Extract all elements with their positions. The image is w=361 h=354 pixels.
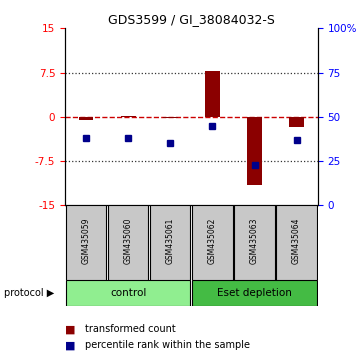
Text: GSM435060: GSM435060 xyxy=(124,218,132,264)
Text: GSM435062: GSM435062 xyxy=(208,218,217,264)
Bar xyxy=(150,205,191,280)
Bar xyxy=(192,280,317,306)
Bar xyxy=(79,117,93,120)
Bar xyxy=(66,205,106,280)
Text: protocol ▶: protocol ▶ xyxy=(4,288,54,298)
Text: percentile rank within the sample: percentile rank within the sample xyxy=(85,340,250,350)
Text: GSM435064: GSM435064 xyxy=(292,218,301,264)
Bar xyxy=(289,117,304,127)
Bar xyxy=(192,205,232,280)
Text: ■: ■ xyxy=(65,340,75,350)
Text: GSM435061: GSM435061 xyxy=(166,218,175,264)
Text: transformed count: transformed count xyxy=(85,324,175,334)
Text: GSM435059: GSM435059 xyxy=(82,218,91,264)
Text: control: control xyxy=(110,288,146,298)
Bar xyxy=(234,205,275,280)
Bar xyxy=(163,117,178,118)
Bar xyxy=(247,117,262,185)
Bar xyxy=(66,280,191,306)
Text: GSM435063: GSM435063 xyxy=(250,218,259,264)
Text: ■: ■ xyxy=(65,324,75,334)
Title: GDS3599 / GI_38084032-S: GDS3599 / GI_38084032-S xyxy=(108,13,275,26)
Bar xyxy=(277,205,317,280)
Bar xyxy=(108,205,148,280)
Text: Eset depletion: Eset depletion xyxy=(217,288,292,298)
Bar xyxy=(121,116,135,117)
Bar xyxy=(205,71,220,117)
